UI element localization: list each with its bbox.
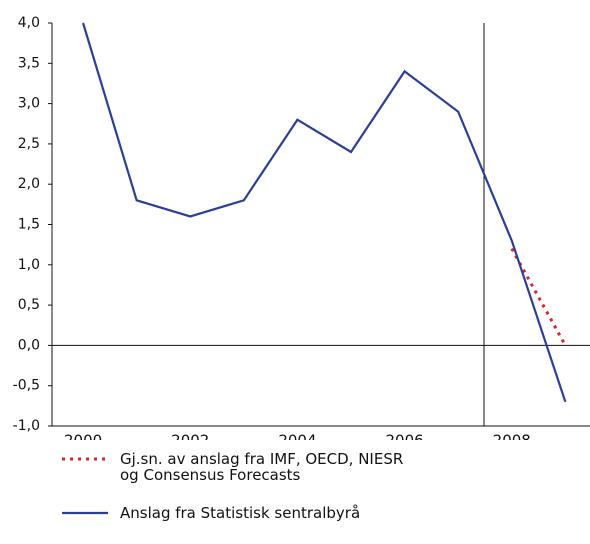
chart: -1,0 -0,5 0,0 0,5 1,0 1,5 2,0 2,5 3,0 3,5 4,0 2000 2… [13,15,590,450]
legend-item: Gj.sn. av anslag fra IMF, OECD, NIESR og… [60,451,420,483]
legend-swatch [62,457,108,461]
legend-item: Anslag fra Statistisk sentralbyrå [60,505,420,521]
y-tick-label: 2,5 [18,136,40,152]
y-tick-label: -1,0 [13,418,40,434]
x-tick-label: 2002 [171,432,209,441]
y-tick-label: 2,0 [18,176,40,192]
y-tick-label: 0,0 [18,337,40,353]
y-tick-label: 3,5 [18,55,40,71]
legend-label: Anslag fra Statistisk sentralbyrå [120,504,361,522]
y-tick-label: 1,5 [18,217,40,233]
y-tick-label: 1,0 [18,257,40,273]
y-tick-label: 0,5 [18,297,40,313]
series-line [82,22,567,403]
x-tick-label: 2006 [385,432,423,441]
legend-label: Gj.sn. av anslag fra IMF, OECD, NIESR og… [120,450,404,484]
y-tick-label: 4,0 [18,15,40,31]
x-tick-label: 2000 [64,432,102,441]
x-tick-label: 2004 [278,432,316,441]
y-tick-label: -0,5 [13,378,40,394]
legend-swatch [62,511,108,515]
y-tick-label: 3,0 [18,96,40,112]
x-tick-label: 2008 [493,432,531,441]
